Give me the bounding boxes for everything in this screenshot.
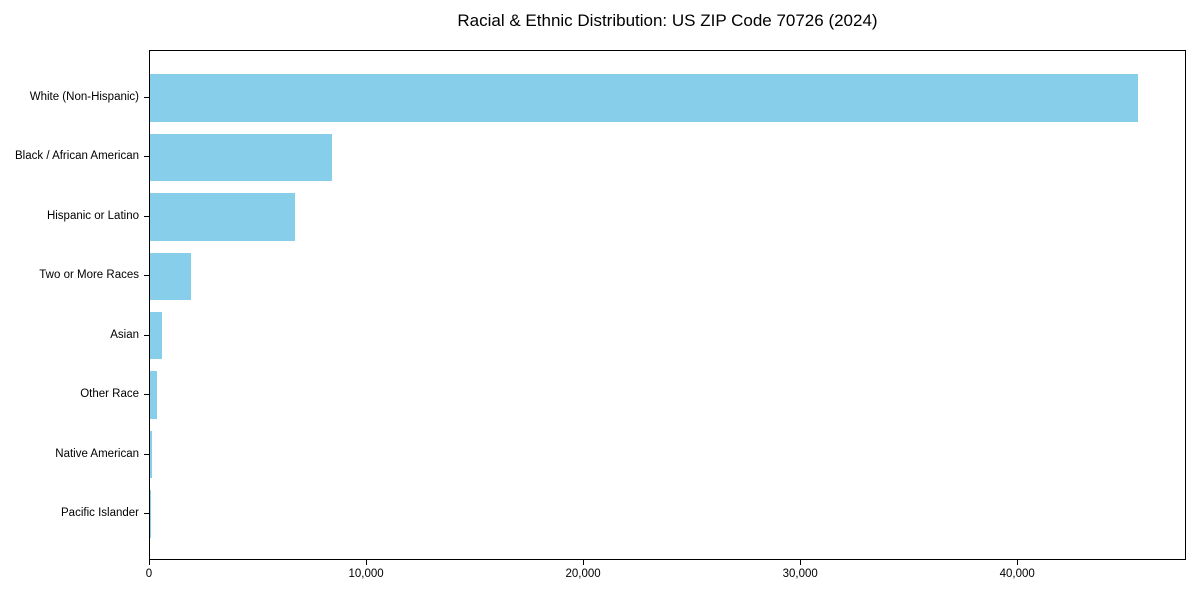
x-tick-label: 20,000 <box>565 568 601 580</box>
x-tick-label: 40,000 <box>999 568 1035 580</box>
y-tick-label: Black / African American <box>15 150 139 163</box>
plot-area <box>149 50 1186 560</box>
y-tick-label: Two or More Races <box>39 269 139 282</box>
y-tick-label: Asian <box>110 328 139 341</box>
y-tick-label: Hispanic or Latino <box>46 209 139 222</box>
y-tick-label: Other Race <box>80 388 139 401</box>
y-tick-label: White (Non-Hispanic) <box>29 90 139 103</box>
bar <box>150 371 157 419</box>
bar <box>150 193 296 241</box>
x-tick-label: 10,000 <box>348 568 384 580</box>
bar <box>150 490 151 538</box>
y-tick-label: Native American <box>55 447 139 460</box>
x-tick-mark <box>366 560 368 565</box>
x-tick-mark <box>1017 560 1019 565</box>
chart-title: Racial & Ethnic Distribution: US ZIP Cod… <box>457 11 878 30</box>
bar <box>150 74 1138 122</box>
y-tick-label: Pacific Islander <box>61 507 139 520</box>
bar <box>150 430 153 479</box>
x-tick-label: 30,000 <box>782 568 818 580</box>
x-tick-label: 0 <box>145 568 153 580</box>
bars-layer <box>150 51 1185 559</box>
bar <box>150 311 162 360</box>
x-tick-mark <box>149 560 150 565</box>
bar <box>150 252 192 301</box>
x-tick-mark <box>583 560 585 565</box>
bar <box>150 133 333 182</box>
x-tick-mark <box>800 560 802 565</box>
